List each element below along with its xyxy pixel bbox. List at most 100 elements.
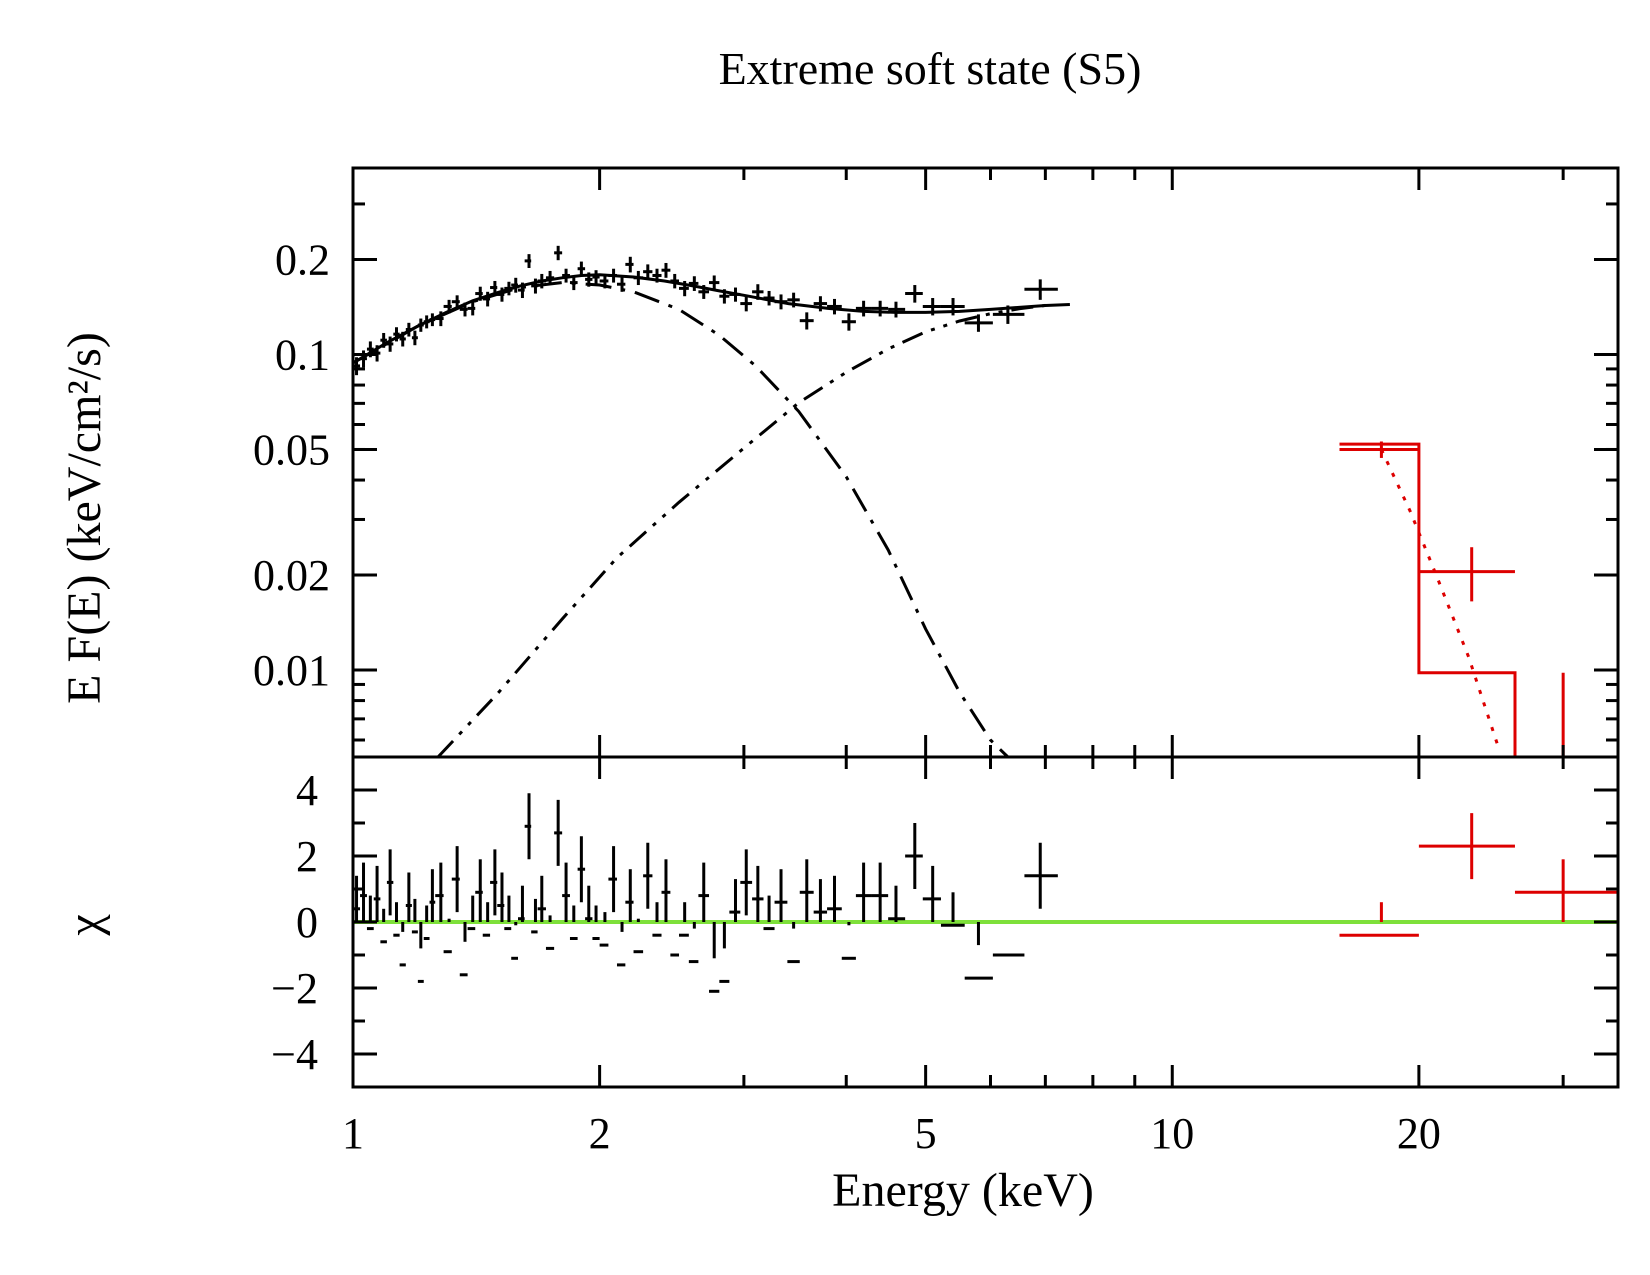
y-tick-label: 0.01: [253, 646, 330, 695]
data-point: [554, 245, 563, 261]
data-point: [752, 284, 764, 300]
residual-point: [399, 922, 406, 967]
data-point: [652, 268, 662, 283]
residual-point: [763, 895, 775, 931]
residual-point: [531, 898, 538, 934]
data-point: [475, 286, 483, 301]
y-tick-label: 0.02: [253, 551, 330, 600]
residual-point: [435, 862, 444, 922]
data-point: [504, 281, 512, 296]
x-tick-label: 1: [342, 1109, 364, 1158]
spectrum-axis-ticks: [351, 168, 1618, 757]
y-tick-label: 4: [296, 766, 318, 815]
data-point: [1339, 441, 1419, 458]
residual-point: [443, 918, 452, 954]
y-tick-label: 2: [296, 832, 318, 881]
y-tick-label: 0: [296, 898, 318, 947]
data-point: [729, 287, 741, 302]
data-point: [490, 280, 498, 295]
residual-point: [577, 836, 586, 903]
data-point: [964, 314, 993, 332]
data-point: [1024, 279, 1058, 300]
residuals-data-points: [353, 793, 1618, 993]
residual-point: [1514, 859, 1618, 922]
data-point: [443, 299, 452, 314]
residual-point: [729, 879, 741, 922]
data-point: [774, 294, 788, 310]
residual-point: [841, 922, 856, 960]
data-point: [633, 270, 644, 286]
residual-point: [366, 895, 374, 931]
data-point: [517, 282, 525, 299]
model-curve: [352, 281, 1009, 759]
x-tick-label: 20: [1397, 1109, 1441, 1158]
residual-point: [813, 879, 828, 922]
data-point: [787, 292, 800, 308]
data-point: [608, 268, 617, 283]
data-point: [435, 311, 444, 327]
residual-point: [417, 922, 424, 983]
data-point: [813, 296, 828, 312]
y-tick-label: −4: [271, 1030, 318, 1079]
residual-point: [799, 859, 814, 922]
data-point: [545, 270, 555, 286]
residual-point: [740, 849, 753, 916]
data-point: [577, 261, 586, 277]
data-point: [537, 273, 546, 289]
residual-point: [569, 905, 578, 940]
residual-point: [905, 823, 923, 889]
residuals-y-tick-labels: −4 −2 0 2 4: [271, 766, 318, 1079]
data-point: [827, 298, 842, 315]
residual-point: [1418, 813, 1515, 880]
data-point: [459, 302, 468, 317]
data-point: [679, 280, 689, 297]
residual-point: [698, 862, 710, 922]
residual-point: [393, 902, 400, 937]
y-tick-label: −2: [271, 964, 318, 1013]
data-point: [709, 275, 720, 291]
residual-point: [585, 885, 593, 922]
residual-point: [871, 862, 889, 922]
data-point: [585, 272, 593, 287]
data-point: [871, 300, 889, 317]
residual-point: [964, 922, 993, 980]
model-curve: [436, 303, 1046, 759]
residual-point: [992, 953, 1025, 957]
residual-point: [497, 872, 505, 922]
residual-point: [774, 869, 788, 922]
data-point: [670, 273, 680, 289]
data-point: [688, 276, 699, 291]
data-point: [524, 254, 532, 268]
residual-point: [652, 902, 662, 937]
residual-point: [940, 892, 965, 927]
y-tick-label: 0.1: [275, 330, 330, 379]
spectrum-y-tick-labels: 0.01 0.02 0.05 0.1 0.2: [253, 236, 330, 695]
residual-point: [411, 898, 418, 934]
model-histogram: [1339, 442, 1618, 759]
residuals-axis-ticks: [351, 755, 1618, 1089]
data-point: [740, 296, 753, 312]
data-point: [719, 289, 730, 304]
residual-point: [504, 895, 512, 931]
x-tick-label: 2: [589, 1109, 611, 1158]
spectrum-models: [352, 273, 1618, 759]
residual-point: [373, 865, 381, 922]
residual-point: [459, 922, 468, 977]
data-point: [399, 331, 406, 347]
data-point: [511, 277, 518, 293]
residual-point: [517, 885, 525, 922]
residual-point: [511, 922, 518, 960]
residual-point: [490, 849, 498, 916]
data-point: [905, 285, 923, 303]
residual-point: [1339, 902, 1419, 937]
residual-point: [482, 902, 491, 937]
residual-point: [405, 872, 412, 922]
residual-point: [888, 885, 906, 922]
spectrum-data-points: [353, 245, 1565, 757]
x-tick-labels: 1 2 5 10 20: [342, 1109, 1441, 1158]
data-point: [799, 312, 814, 330]
data-point: [922, 298, 941, 316]
residual-point: [709, 922, 720, 993]
residual-point: [688, 922, 699, 964]
